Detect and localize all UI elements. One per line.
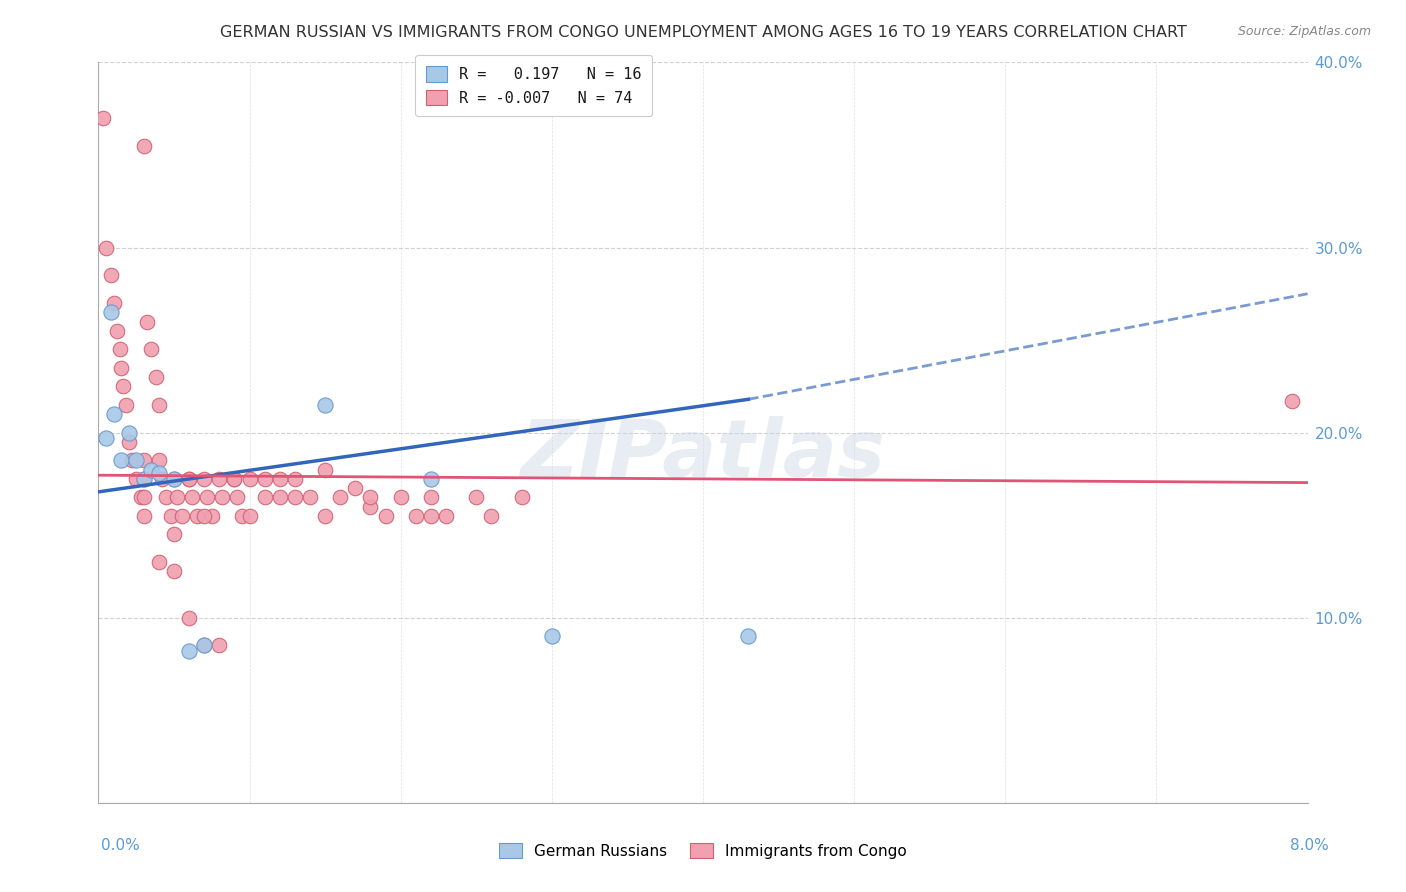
Point xyxy=(141,343,163,357)
Point xyxy=(329,491,352,505)
Point xyxy=(737,629,759,643)
Point xyxy=(389,491,412,505)
Point xyxy=(110,453,132,467)
Point xyxy=(226,491,249,505)
Point xyxy=(179,472,201,486)
Point xyxy=(100,305,122,319)
Point xyxy=(148,555,170,569)
Point xyxy=(269,491,291,505)
Point xyxy=(465,491,488,505)
Point xyxy=(420,508,443,523)
Point xyxy=(181,491,204,505)
Point xyxy=(118,425,141,440)
Text: ZIPatlas: ZIPatlas xyxy=(520,416,886,494)
Point xyxy=(163,472,186,486)
Point xyxy=(1281,394,1303,409)
Text: 8.0%: 8.0% xyxy=(1289,838,1329,853)
Point xyxy=(114,398,136,412)
Point xyxy=(100,268,122,283)
Text: Source: ZipAtlas.com: Source: ZipAtlas.com xyxy=(1237,25,1371,38)
Point xyxy=(132,491,155,505)
Point xyxy=(108,343,131,357)
Point xyxy=(163,527,186,541)
Point xyxy=(201,508,224,523)
Point xyxy=(145,370,167,384)
Point xyxy=(195,491,218,505)
Point xyxy=(121,453,143,467)
Point xyxy=(360,500,382,514)
Point xyxy=(193,639,215,653)
Point xyxy=(125,453,148,467)
Point xyxy=(186,508,208,523)
Point xyxy=(284,472,307,486)
Point xyxy=(163,565,186,579)
Point xyxy=(540,629,562,643)
Legend: R =   0.197   N = 16, R = -0.007   N = 74: R = 0.197 N = 16, R = -0.007 N = 74 xyxy=(415,55,652,116)
Point xyxy=(314,398,336,412)
Point xyxy=(103,407,125,421)
Point xyxy=(224,472,246,486)
Point xyxy=(160,508,183,523)
Legend: German Russians, Immigrants from Congo: German Russians, Immigrants from Congo xyxy=(494,837,912,864)
Point xyxy=(253,491,276,505)
Point xyxy=(193,508,215,523)
Point xyxy=(360,491,382,505)
Point xyxy=(299,491,322,505)
Text: GERMAN RUSSIAN VS IMMIGRANTS FROM CONGO UNEMPLOYMENT AMONG AGES 16 TO 19 YEARS C: GERMAN RUSSIAN VS IMMIGRANTS FROM CONGO … xyxy=(219,25,1187,40)
Point xyxy=(179,610,201,624)
Point xyxy=(314,508,336,523)
Point xyxy=(239,472,262,486)
Point xyxy=(224,472,246,486)
Point xyxy=(208,639,231,653)
Point xyxy=(170,508,193,523)
Point xyxy=(103,296,125,310)
Point xyxy=(132,138,155,153)
Point xyxy=(284,491,307,505)
Point xyxy=(253,472,276,486)
Point xyxy=(135,314,157,328)
Point xyxy=(91,111,114,125)
Point xyxy=(132,472,155,486)
Point xyxy=(179,644,201,658)
Point xyxy=(314,462,336,476)
Point xyxy=(150,472,173,486)
Point xyxy=(269,472,291,486)
Point xyxy=(239,508,262,523)
Point xyxy=(148,453,170,467)
Point xyxy=(481,508,503,523)
Point xyxy=(405,508,427,523)
Point xyxy=(208,472,231,486)
Point xyxy=(179,472,201,486)
Point xyxy=(231,508,253,523)
Point xyxy=(420,472,443,486)
Point xyxy=(434,508,457,523)
Point xyxy=(105,324,128,338)
Text: 0.0%: 0.0% xyxy=(101,838,141,853)
Point xyxy=(420,491,443,505)
Point xyxy=(193,472,215,486)
Point xyxy=(374,508,396,523)
Point xyxy=(132,472,155,486)
Point xyxy=(166,491,188,505)
Point xyxy=(148,398,170,412)
Point xyxy=(118,434,141,449)
Point xyxy=(193,639,215,653)
Point xyxy=(110,360,132,375)
Point xyxy=(94,240,117,255)
Point xyxy=(132,453,155,467)
Point xyxy=(344,481,367,495)
Point xyxy=(141,462,163,476)
Point xyxy=(155,491,177,505)
Point xyxy=(211,491,233,505)
Point xyxy=(94,431,117,445)
Point xyxy=(111,379,134,393)
Point xyxy=(132,508,155,523)
Point xyxy=(125,472,148,486)
Point xyxy=(163,472,186,486)
Point xyxy=(129,491,152,505)
Point xyxy=(510,491,533,505)
Point xyxy=(148,467,170,481)
